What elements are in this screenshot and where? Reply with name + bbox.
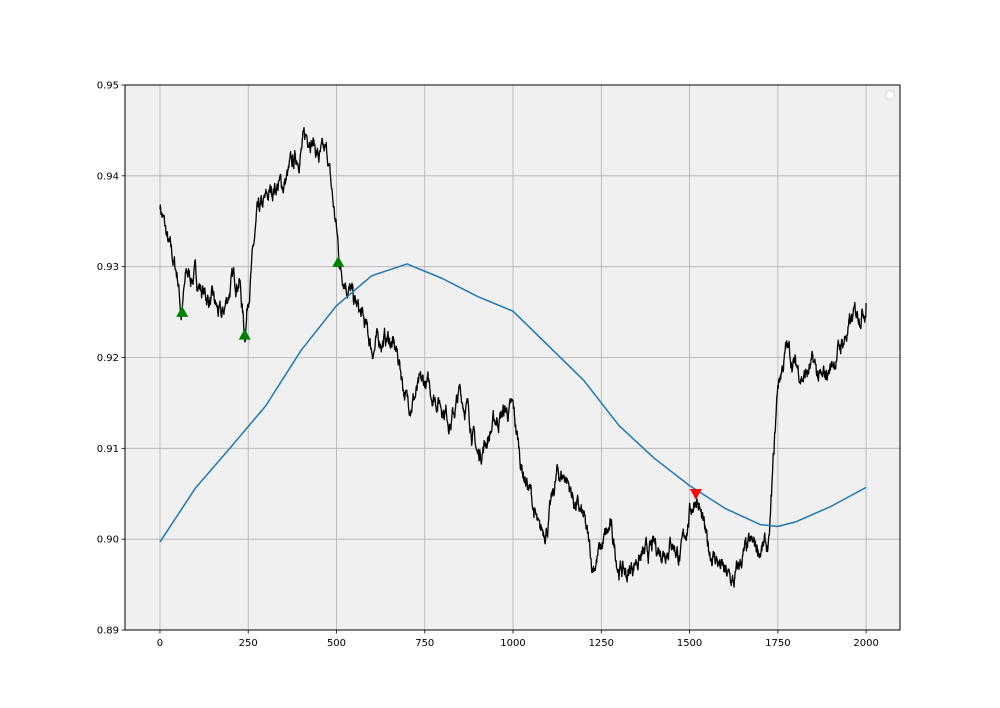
- sell-signal-marker: [689, 488, 702, 500]
- x-tick-label: 2000: [853, 638, 878, 649]
- x-tick-label: 1000: [500, 638, 525, 649]
- ticks: 0 250 500 750 1000 1250 1500 1750 2000 0.89 0.90 0.…: [97, 81, 879, 650]
- x-tick-label: 1250: [589, 638, 614, 649]
- buy-signal-marker: [238, 328, 251, 340]
- buy-signal-marker: [176, 306, 189, 317]
- y-tick-label: 0.91: [97, 444, 119, 455]
- y-tick-label: 0.95: [97, 81, 119, 92]
- x-tick-label: 1500: [677, 638, 702, 649]
- price-line: [159, 127, 867, 588]
- x-tick-label: 1750: [765, 638, 790, 649]
- x-tick-label: 0: [157, 638, 163, 649]
- x-tick-label: 500: [327, 638, 346, 649]
- legend-box: [885, 90, 895, 100]
- y-tick-label: 0.93: [97, 262, 119, 273]
- buy-signal-marker: [332, 256, 345, 267]
- series-group: [159, 127, 867, 588]
- x-tick-label: 750: [415, 638, 434, 649]
- marker-group: [176, 256, 702, 500]
- y-tick-label: 0.89: [97, 626, 119, 637]
- moving-average-line: [159, 263, 867, 543]
- y-tick-label: 0.94: [97, 171, 119, 182]
- y-tick-label: 0.92: [97, 353, 119, 364]
- y-tick-label: 0.90: [97, 535, 119, 546]
- x-tick-label: 250: [239, 638, 258, 649]
